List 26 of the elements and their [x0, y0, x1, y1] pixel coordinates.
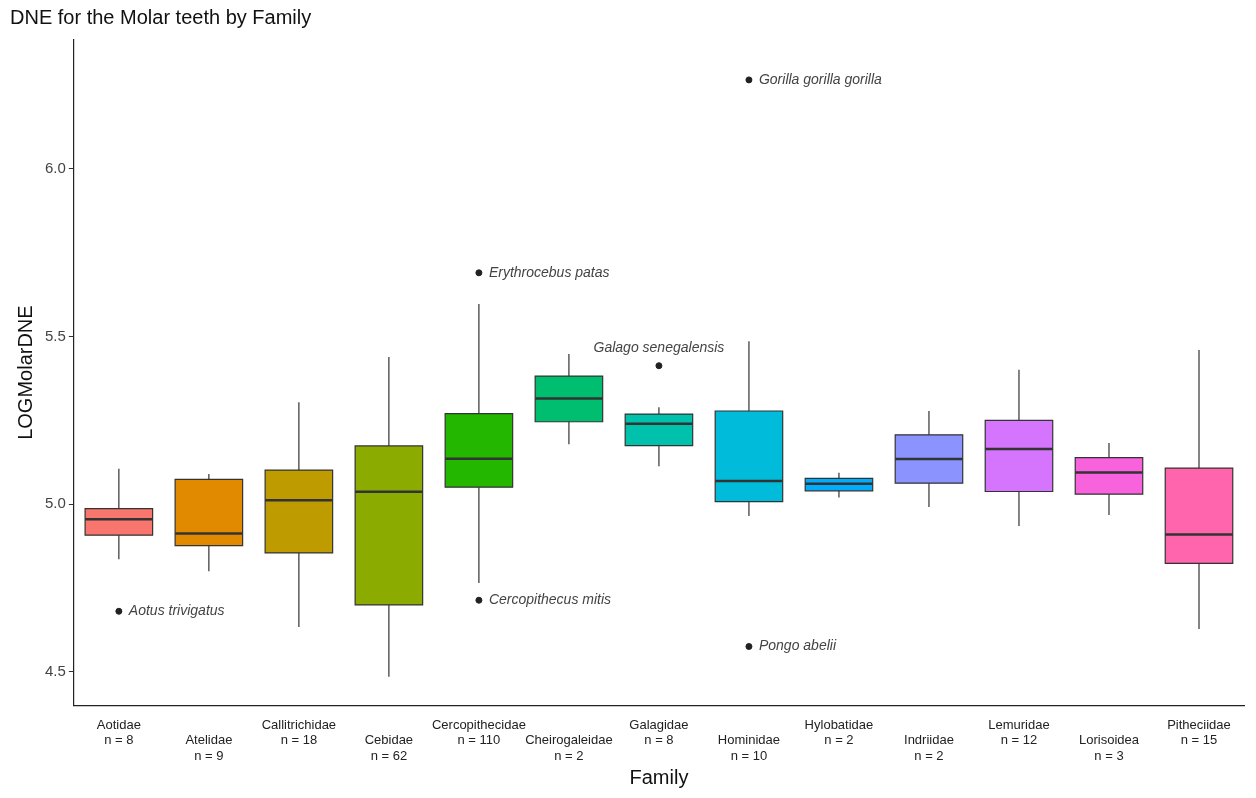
- x-tick-label: Callitrichidae n = 18: [261, 716, 337, 748]
- x-tick-label: Aotidae n = 8: [96, 716, 141, 748]
- y-tick-label: 4.5: [44, 662, 66, 680]
- annotation: Pongo abelii: [758, 637, 837, 654]
- chart-title: DNE for the Molar teeth by Family: [10, 5, 312, 28]
- annotation: Aotus trivigatus: [127, 602, 225, 619]
- x-tick-label: Hylobatidae n = 2: [804, 716, 874, 748]
- y-axis-title: LOGMolarDNE: [13, 305, 36, 440]
- annotation: Gorilla gorilla gorilla: [758, 70, 883, 87]
- x-axis-title: Family: [629, 765, 689, 788]
- x-tick-label: Cheirogaleidae n = 2: [525, 732, 613, 763]
- y-tick-label: 5.0: [44, 494, 66, 512]
- x-tick-label: Galagidae n = 8: [629, 716, 689, 748]
- x-tick-label: Indriidae n = 2: [904, 732, 954, 763]
- annotation: Galago senegalensis: [593, 338, 725, 355]
- y-tick-label: 5.5: [44, 326, 66, 344]
- x-tick-label: Cebidae n = 62: [364, 732, 414, 763]
- x-tick-label: Pitheciidae n = 15: [1167, 716, 1231, 748]
- x-tick-label: Hominidae n = 10: [717, 732, 781, 763]
- x-tick-label: Atelidae n = 9: [185, 732, 233, 763]
- x-tick-label: Cercopithecidae n = 110: [431, 716, 526, 748]
- x-tick-label: Lemuridae n = 12: [988, 716, 1050, 748]
- y-tick-label: 6.0: [44, 158, 66, 176]
- x-tick-label: Lorisoidea n = 3: [1078, 732, 1140, 763]
- annotation: Cercopithecus mitis: [488, 591, 612, 608]
- annotation: Erythrocebus patas: [488, 263, 610, 280]
